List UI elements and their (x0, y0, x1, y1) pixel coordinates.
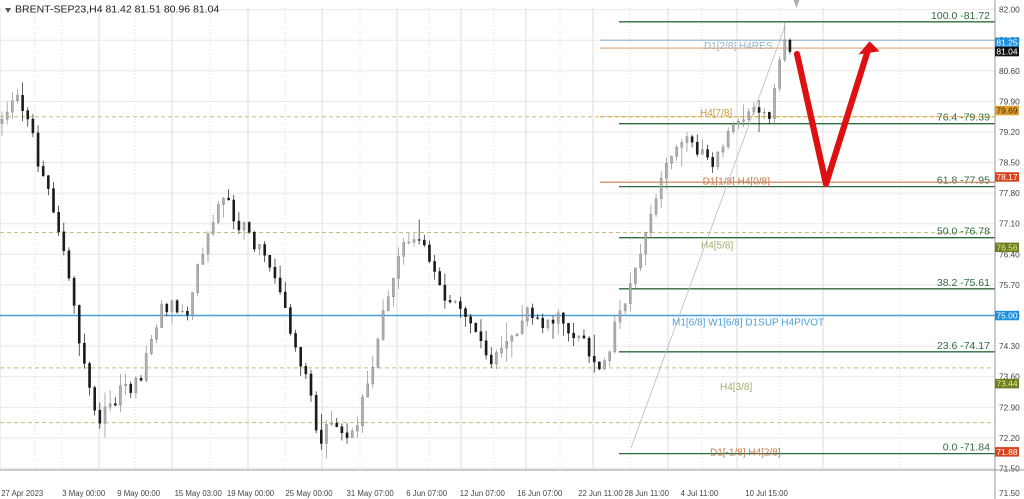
svg-text:76.56: 76.56 (996, 242, 1018, 252)
svg-text:9 May 00:00: 9 May 00:00 (117, 489, 161, 498)
svg-text:78.17: 78.17 (996, 172, 1018, 182)
svg-text:28 Jun 11:00: 28 Jun 11:00 (624, 489, 669, 498)
svg-text:72.90: 72.90 (999, 402, 1020, 412)
svg-text:23.6 -74.17: 23.6 -74.17 (937, 340, 990, 352)
svg-text:12 Jun 07:00: 12 Jun 07:00 (460, 489, 506, 498)
svg-text:74.30: 74.30 (999, 341, 1020, 351)
svg-text:31 May 07:00: 31 May 07:00 (347, 489, 395, 498)
svg-text:75.70: 75.70 (999, 280, 1020, 290)
svg-text:72.20: 72.20 (999, 433, 1020, 443)
svg-text:4 Jul 11:00: 4 Jul 11:00 (681, 489, 719, 498)
svg-text:100.0 -81.72: 100.0 -81.72 (931, 10, 990, 22)
svg-text:10 Jul 15:00: 10 Jul 15:00 (745, 489, 788, 498)
svg-text:81.04: 81.04 (996, 47, 1018, 57)
svg-text:71.50: 71.50 (999, 463, 1020, 473)
svg-text:77.80: 77.80 (999, 188, 1020, 198)
svg-text:75.00: 75.00 (996, 311, 1018, 321)
svg-text:27 Apr 2023: 27 Apr 2023 (1, 489, 43, 498)
svg-text:25 May 00:00: 25 May 00:00 (285, 489, 333, 498)
svg-text:80.60: 80.60 (999, 66, 1020, 76)
svg-text:M1[6/8] W1[6/8] D1SUP H4PIVOT: M1[6/8] W1[6/8] D1SUP H4PIVOT (672, 317, 824, 328)
svg-text:78.50: 78.50 (999, 158, 1020, 168)
svg-text:0.0 -71.84: 0.0 -71.84 (943, 442, 990, 454)
svg-text:79.20: 79.20 (999, 127, 1020, 137)
svg-text:H4[3/8]: H4[3/8] (720, 382, 752, 393)
svg-text:D1[-1/8] H4[2/8]: D1[-1/8] H4[2/8] (710, 447, 781, 458)
svg-text:77.10: 77.10 (999, 219, 1020, 229)
svg-text:D1[1/8] H4[0/8]: D1[1/8] H4[0/8] (703, 177, 770, 188)
svg-text:19 May 00:00: 19 May 00:00 (227, 489, 275, 498)
svg-text:22 Jun 11:00: 22 Jun 11:00 (578, 489, 623, 498)
svg-text:50.0 -76.78: 50.0 -76.78 (937, 226, 990, 238)
svg-text:38.2 -75.61: 38.2 -75.61 (937, 277, 990, 289)
svg-text:79.69: 79.69 (996, 106, 1018, 116)
svg-text:15 May 03:00: 15 May 03:00 (175, 489, 223, 498)
svg-text:71.50: 71.50 (999, 488, 1020, 498)
svg-text:71.88: 71.88 (996, 447, 1018, 457)
svg-text:61.8 -77.95: 61.8 -77.95 (937, 175, 990, 187)
svg-text:76.4 -79.39: 76.4 -79.39 (937, 112, 990, 124)
svg-text:6 Jun 07:00: 6 Jun 07:00 (406, 489, 447, 498)
svg-text:3 May 00:00: 3 May 00:00 (62, 489, 106, 498)
svg-text:D1[2/8] H4RES: D1[2/8] H4RES (704, 41, 773, 52)
svg-text:16 Jun 07:00: 16 Jun 07:00 (517, 489, 563, 498)
svg-text:82.00: 82.00 (999, 5, 1020, 15)
svg-text:73.44: 73.44 (996, 379, 1018, 389)
svg-text:H4[7/8]: H4[7/8] (700, 108, 732, 119)
svg-text:BRENT-SEP23,H4 81.42 81.51 80: BRENT-SEP23,H4 81.42 81.51 80.96 81.04 (15, 4, 219, 16)
